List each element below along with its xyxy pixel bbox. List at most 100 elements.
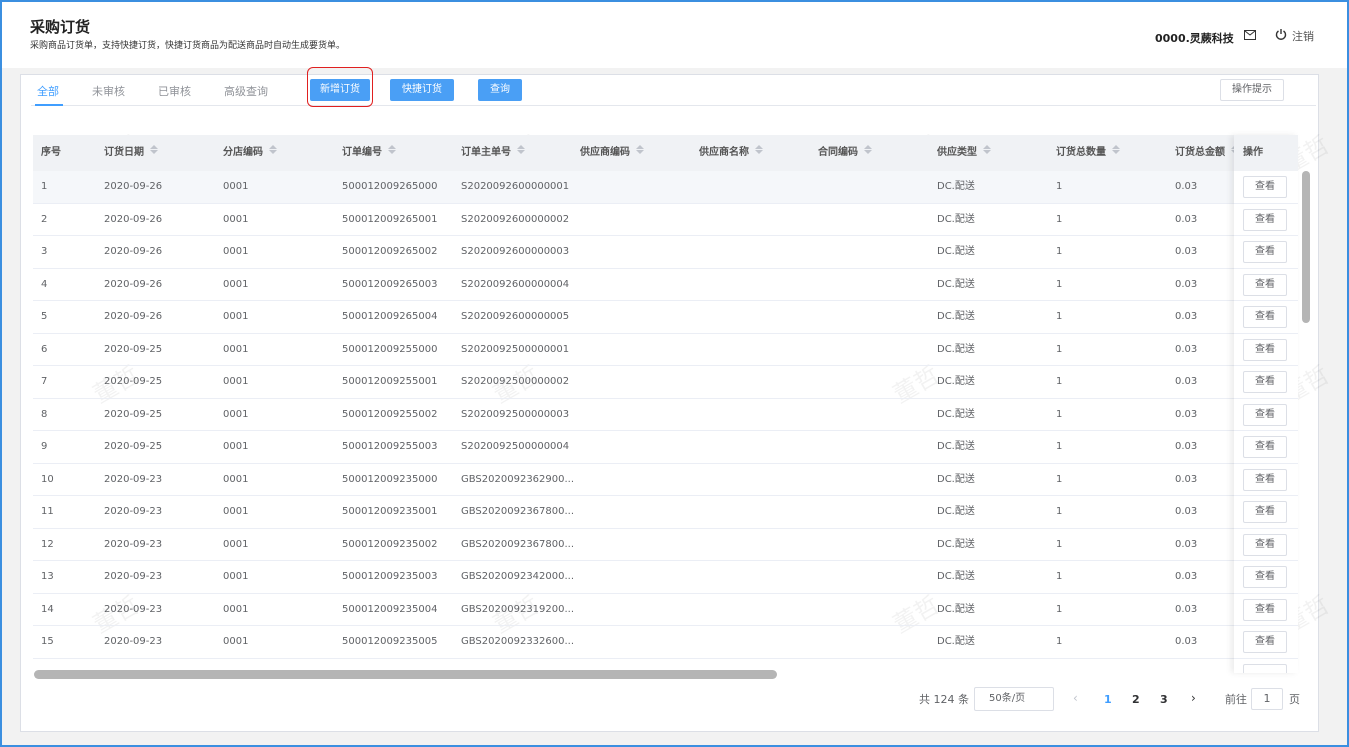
toolbar-button[interactable]: 新增订货 (310, 79, 370, 101)
table-cell: 1 (1056, 636, 1063, 647)
toolbar-button[interactable]: 快捷订货 (390, 79, 454, 101)
sort-icon[interactable] (150, 145, 158, 154)
column-header: 序号 (41, 135, 61, 171)
tab[interactable]: 已审核 (158, 85, 191, 98)
page-number[interactable]: 3 (1160, 693, 1168, 706)
table-cell: 1 (1056, 376, 1063, 387)
table-cell: S2020092500000001 (461, 343, 570, 355)
view-button[interactable]: 查看 (1243, 468, 1287, 491)
view-button[interactable]: 查看 (1243, 176, 1287, 198)
page-number[interactable]: 1 (1104, 693, 1112, 706)
view-button[interactable]: 查看 (1243, 338, 1287, 361)
table-cell: 2020-09-23 (104, 571, 163, 582)
page-number[interactable]: 2 (1132, 693, 1140, 706)
mail-icon[interactable] (1244, 30, 1256, 40)
table-cell: 1 (1056, 538, 1063, 550)
h-scrollbar-thumb[interactable] (34, 670, 777, 679)
column-header: 合同编码 (818, 135, 872, 171)
page-size-select[interactable]: 50条/页 (974, 687, 1054, 711)
goto-input[interactable]: 1 (1251, 688, 1283, 710)
table-cell: 0.03 (1175, 473, 1198, 485)
column-title: 序号 (41, 147, 61, 158)
next-button[interactable]: › (1191, 691, 1196, 705)
table-cell: 0.03 (1175, 571, 1198, 582)
table-row[interactable]: 9 2020-09-25 0001 500012009255003 S202009250… (33, 431, 1298, 464)
table-row[interactable]: 15 2020-09-23 0001 500012009235005 GBS202009… (33, 626, 1298, 659)
column-header: 操作 (1243, 147, 1263, 158)
table-cell: 0.03 (1175, 441, 1198, 452)
help-button[interactable]: 操作提示 (1220, 79, 1284, 101)
column-title: 分店编码 (223, 147, 263, 158)
table-row[interactable]: 4 2020-09-26 0001 500012009265003 S202009260… (33, 269, 1298, 301)
sort-icon[interactable] (388, 145, 396, 154)
tab[interactable]: 全部 (37, 85, 59, 98)
sort-icon[interactable] (269, 145, 277, 154)
table-cell: 500012009265004 (342, 311, 438, 322)
row-divider (1234, 495, 1298, 496)
table-row[interactable]: 6 2020-09-25 0001 500012009255000 S202009250… (33, 334, 1298, 366)
v-scrollbar-thumb[interactable] (1302, 171, 1310, 323)
toolbar-button[interactable]: 查询 (478, 79, 522, 101)
view-button[interactable]: 查看 (1243, 436, 1287, 458)
table-cell: 7 (41, 376, 48, 387)
view-button[interactable]: 查看 (1243, 241, 1287, 263)
prev-button[interactable]: ‹ (1073, 691, 1078, 705)
table-row[interactable]: 5 2020-09-26 0001 500012009265004 S202009260… (33, 301, 1298, 334)
table-cell: 1 (1056, 506, 1063, 517)
table-row[interactable]: 7 2020-09-25 0001 500012009255001 S202009250… (33, 366, 1298, 399)
table-row[interactable]: 1 2020-09-26 0001 500012009265000 S202009260… (33, 171, 1298, 204)
table-cell: DC.配送 (937, 441, 975, 452)
view-button[interactable]: 查看 (1243, 273, 1287, 296)
tab[interactable]: 未审核 (92, 85, 125, 98)
table-cell: 0.03 (1175, 311, 1198, 322)
table-cell: 0001 (223, 376, 249, 387)
table-cell: DC.配送 (937, 473, 975, 485)
sort-icon[interactable] (636, 145, 644, 154)
view-button[interactable]: 查看 (1243, 598, 1287, 621)
view-button[interactable]: 查看 (1243, 371, 1287, 393)
table-row[interactable]: 8 2020-09-25 0001 500012009255002 S202009250… (33, 399, 1298, 431)
table-cell: S2020092500000002 (461, 376, 570, 387)
view-button[interactable]: 查看 (1243, 208, 1287, 231)
view-button[interactable]: 查看 (1243, 306, 1287, 328)
table-cell: 1 (1056, 278, 1063, 290)
view-button[interactable] (1243, 663, 1287, 673)
goto-unit: 页 (1289, 693, 1300, 706)
table-row[interactable]: 11 2020-09-23 0001 500012009235001 GBS202009… (33, 496, 1298, 529)
table-cell: 500012009255002 (342, 408, 438, 420)
row-divider (1234, 592, 1298, 594)
table-cell: 2020-09-23 (104, 473, 163, 485)
table-row[interactable]: 14 2020-09-23 0001 500012009235004 GBS202009… (33, 594, 1298, 626)
table-row[interactable]: 10 2020-09-23 0001 500012009235000 GBS202009… (33, 464, 1298, 496)
table: 序号 订货日期 分店编码 订单编号 订单主单号 供应商编码 供应商名称 合同编码 供应类型 订货总… (33, 135, 1298, 673)
table-cell: DC.配送 (937, 213, 975, 225)
table-cell: GBS2020092367800... (461, 506, 575, 517)
table-cell: 12 (41, 538, 54, 550)
table-cell: 1 (1056, 343, 1063, 355)
table-cell: 0.03 (1175, 408, 1198, 420)
goto-label: 前往 (1225, 693, 1247, 706)
sort-icon[interactable] (864, 145, 872, 154)
table-row[interactable]: 2 2020-09-26 0001 500012009265001 S202009260… (33, 204, 1298, 236)
highlight-box (307, 67, 373, 107)
tab[interactable]: 高级查询 (224, 85, 268, 98)
table-cell: 0001 (223, 213, 249, 225)
view-button[interactable]: 查看 (1243, 501, 1287, 523)
table-cell: GBS2020092332600... (461, 636, 575, 647)
sort-icon[interactable] (517, 145, 525, 154)
table-row[interactable]: 12 2020-09-23 0001 500012009235002 GBS202009… (33, 529, 1298, 561)
power-icon[interactable] (1275, 28, 1287, 40)
sort-icon[interactable] (983, 145, 991, 154)
table-cell: 500012009235004 (342, 603, 438, 615)
sort-icon[interactable] (755, 145, 763, 154)
view-button[interactable]: 查看 (1243, 631, 1287, 653)
logout[interactable]: 注销 (1292, 30, 1314, 43)
table-cell: DC.配送 (937, 603, 975, 615)
company[interactable]: 0000.灵蕨科技 (1155, 32, 1234, 45)
table-row[interactable]: 13 2020-09-23 0001 500012009235003 GBS202009… (33, 561, 1298, 594)
table-row[interactable]: 3 2020-09-26 0001 500012009265002 S202009260… (33, 236, 1298, 269)
view-button[interactable]: 查看 (1243, 566, 1287, 588)
view-button[interactable]: 查看 (1243, 403, 1287, 426)
sort-icon[interactable] (1112, 145, 1120, 154)
view-button[interactable]: 查看 (1243, 533, 1287, 556)
